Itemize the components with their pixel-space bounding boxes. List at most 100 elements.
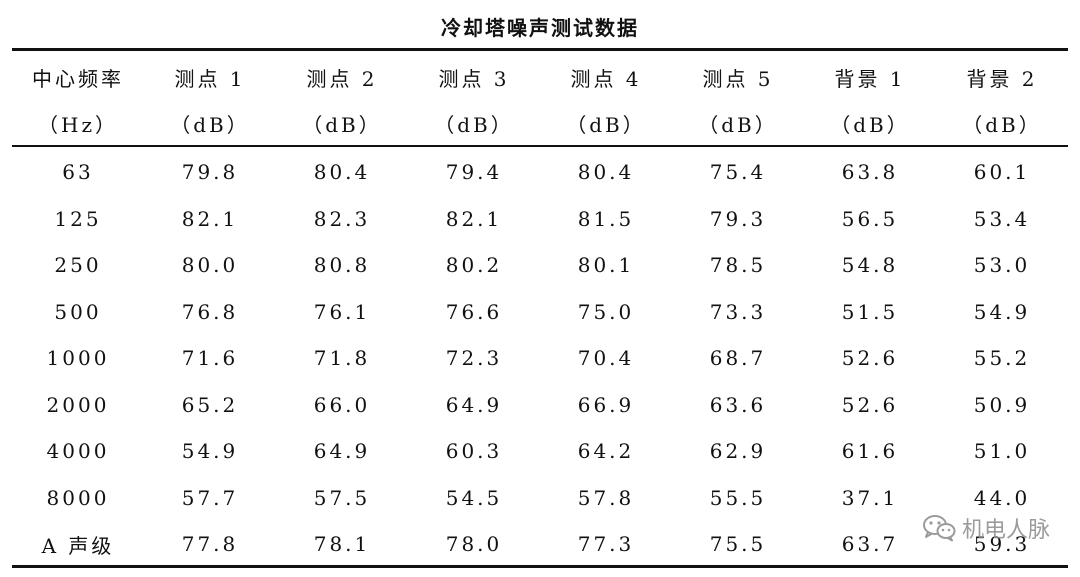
table-cell: 77.3 [577, 532, 635, 557]
table-cell: 125 [54, 206, 102, 231]
header-background-1: 背景 1 [834, 66, 906, 91]
table-cell: 80.0 [181, 253, 239, 278]
table-cell: 71.8 [313, 346, 371, 371]
table-cell: 57.8 [577, 485, 635, 510]
table-cell: 64.9 [445, 392, 503, 417]
table-row: 500 76.8 76.1 76.6 75.0 73.3 51.5 54.9 [12, 289, 1068, 336]
table-cell: 80.4 [313, 160, 371, 185]
table-cell: 61.6 [841, 439, 899, 464]
table-cell: 71.6 [181, 346, 239, 371]
table-cell: 60.3 [445, 439, 503, 464]
table-cell: 77.8 [181, 532, 239, 557]
watermark: 机电人脉 [922, 512, 1050, 544]
table-cell: 80.8 [313, 253, 371, 278]
table-cell: 78.5 [709, 253, 767, 278]
header-point-4: 测点 4 [570, 66, 642, 91]
table-cell: 72.3 [445, 346, 503, 371]
table-title: 冷却塔噪声测试数据 [441, 16, 639, 40]
wechat-icon [922, 514, 956, 542]
table-cell: 44.0 [973, 485, 1031, 510]
table-cell: 79.4 [445, 160, 503, 185]
table-cell: 57.5 [313, 485, 371, 510]
table-cell: 68.7 [709, 346, 767, 371]
table-row: 8000 57.7 57.5 54.5 57.8 55.5 37.1 44.0 [12, 475, 1068, 522]
table-row: 125 82.1 82.3 82.1 81.5 79.3 56.5 53.4 [12, 196, 1068, 243]
unit-frequency: （Hz） [38, 112, 118, 137]
table-cell: 37.1 [841, 485, 899, 510]
table-cell: 54.9 [181, 439, 239, 464]
table-cell: 76.6 [445, 299, 503, 324]
header-row-units: （Hz） （dB） （dB） （dB） （dB） （dB） （dB） （dB） [12, 100, 1068, 146]
table-row: 2000 65.2 66.0 64.9 66.9 63.6 52.6 50.9 [12, 382, 1068, 429]
table-cell: 63.6 [709, 392, 767, 417]
table-cell: 66.0 [313, 392, 371, 417]
table-cell: 1000 [46, 346, 110, 371]
table-cell: 54.5 [445, 485, 503, 510]
table-cell: 53.0 [973, 253, 1031, 278]
table-row: 250 80.0 80.8 80.2 80.1 78.5 54.8 53.0 [12, 242, 1068, 289]
header-row-labels: 中心频率 测点 1 测点 2 测点 3 测点 4 测点 5 背景 1 背景 2 [12, 54, 1068, 100]
unit-point-1: （dB） [170, 112, 250, 137]
table-header: 中心频率 测点 1 测点 2 测点 3 测点 4 测点 5 背景 1 背景 2 … [12, 54, 1068, 146]
table-cell: 51.5 [841, 299, 899, 324]
table-row: A 声级 77.8 78.1 78.0 77.3 75.5 63.7 59.3 [12, 521, 1068, 568]
table-cell: 78.1 [313, 532, 371, 557]
table-cell: 60.1 [973, 160, 1031, 185]
table-cell: 55.5 [709, 485, 767, 510]
table-cell: 66.9 [577, 392, 635, 417]
table-cell: 63.7 [841, 532, 899, 557]
bottom-rule [12, 565, 1068, 568]
table-row: 63 79.8 80.4 79.4 80.4 75.4 63.8 60.1 [12, 149, 1068, 196]
unit-point-5: （dB） [698, 112, 778, 137]
table-cell: 81.5 [577, 206, 635, 231]
table-cell: 65.2 [181, 392, 239, 417]
table-cell: 52.6 [841, 392, 899, 417]
table-cell: 80.1 [577, 253, 635, 278]
table-cell: 55.2 [973, 346, 1031, 371]
header-point-2: 测点 2 [306, 66, 378, 91]
table-cell: 50.9 [973, 392, 1031, 417]
header-point-1: 测点 1 [174, 66, 246, 91]
table-cell: 82.1 [181, 206, 239, 231]
table-cell: 75.5 [709, 532, 767, 557]
unit-point-4: （dB） [566, 112, 646, 137]
table-cell: 8000 [46, 485, 110, 510]
header-rule [12, 145, 1068, 147]
table-cell: 80.4 [577, 160, 635, 185]
table-cell: 51.0 [973, 439, 1031, 464]
table-cell: 62.9 [709, 439, 767, 464]
table-cell: 70.4 [577, 346, 635, 371]
table-cell: 63.8 [841, 160, 899, 185]
table-row: 1000 71.6 71.8 72.3 70.4 68.7 52.6 55.2 [12, 335, 1068, 382]
unit-background-1: （dB） [830, 112, 910, 137]
table-cell: 53.4 [973, 206, 1031, 231]
unit-point-2: （dB） [302, 112, 382, 137]
table-cell: 76.8 [181, 299, 239, 324]
header-point-5: 测点 5 [702, 66, 774, 91]
table-cell: 64.2 [577, 439, 635, 464]
table-cell: 500 [54, 299, 102, 324]
table-cell: 4000 [46, 439, 110, 464]
top-rule [12, 48, 1068, 51]
table-cell: A 声级 [41, 533, 115, 558]
header-background-2: 背景 2 [966, 66, 1038, 91]
table-row: 4000 54.9 64.9 60.3 64.2 62.9 61.6 51.0 [12, 428, 1068, 475]
table-cell: 2000 [46, 392, 110, 417]
table-cell: 54.8 [841, 253, 899, 278]
table-cell: 52.6 [841, 346, 899, 371]
table-cell: 73.3 [709, 299, 767, 324]
unit-point-3: （dB） [434, 112, 514, 137]
table-cell: 63 [62, 160, 94, 185]
table-cell: 76.1 [313, 299, 371, 324]
watermark-text: 机电人脉 [961, 518, 1050, 543]
table-cell: 75.0 [577, 299, 635, 324]
header-point-3: 测点 3 [438, 66, 510, 91]
table-cell: 75.4 [709, 160, 767, 185]
table-cell: 64.9 [313, 439, 371, 464]
table-cell: 250 [54, 253, 102, 278]
table-cell: 54.9 [973, 299, 1031, 324]
table-cell: 82.3 [313, 206, 371, 231]
table-cell: 57.7 [181, 485, 239, 510]
table-body: 63 79.8 80.4 79.4 80.4 75.4 63.8 60.1 12… [12, 149, 1068, 568]
table-cell: 79.8 [181, 160, 239, 185]
